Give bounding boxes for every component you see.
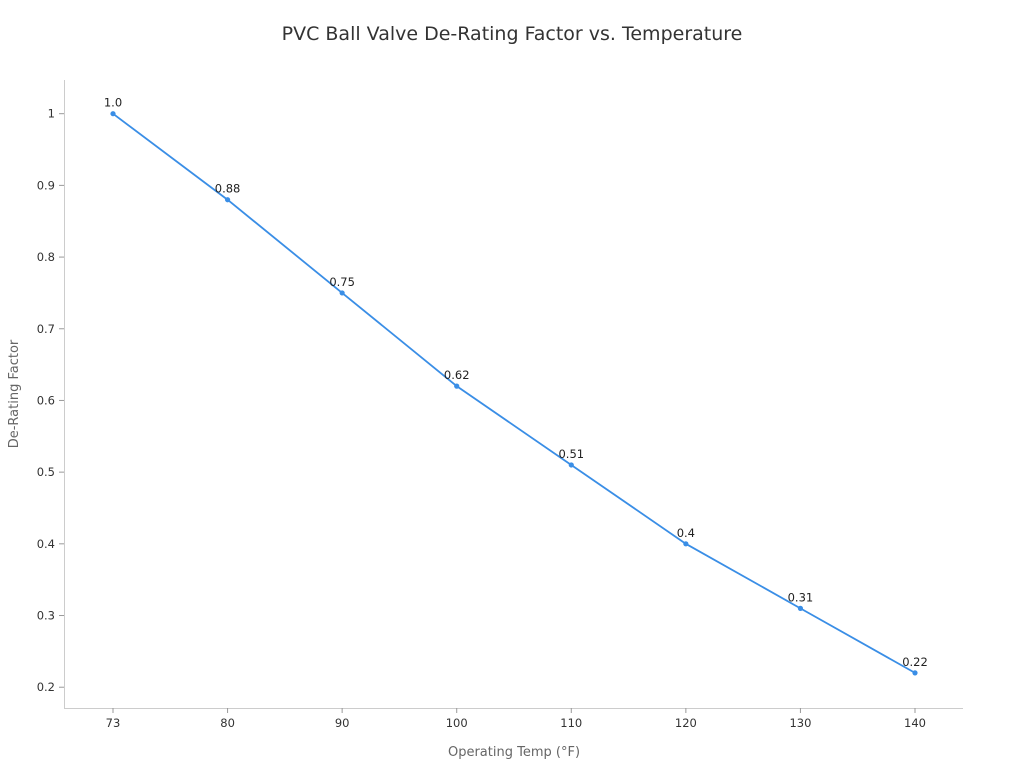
data-label: 0.31 (788, 590, 814, 604)
y-tick-label: 0.8 (37, 250, 55, 264)
data-point (683, 541, 689, 547)
y-tick-label: 1 (48, 107, 55, 121)
data-point (339, 290, 345, 296)
data-point (797, 605, 804, 611)
y-tick-label: 0.9 (37, 178, 55, 192)
series-line (112, 112, 916, 674)
chart-title: PVC Ball Valve De-Rating Factor vs. Temp… (282, 23, 743, 45)
x-tick-label: 110 (560, 716, 582, 730)
data-label: 0.4 (677, 526, 695, 540)
y-tick-label: 0.4 (37, 537, 55, 551)
y-tick-label: 0.5 (37, 465, 55, 479)
data-point (454, 383, 460, 389)
data-point (110, 111, 116, 117)
x-tick-label: 80 (220, 716, 235, 730)
x-tick-label: 100 (446, 716, 468, 730)
data-point (568, 462, 574, 468)
x-tick-label: 73 (106, 716, 121, 730)
y-tick-label: 0.3 (37, 609, 55, 623)
data-label: 0.51 (558, 447, 584, 461)
data-label: 1.0 (104, 96, 122, 110)
x-tick-label: 130 (789, 716, 811, 730)
y-tick-label: 0.7 (37, 322, 55, 336)
x-tick-label: 120 (675, 716, 697, 730)
y-tick-label: 0.2 (37, 680, 55, 694)
x-tick-label: 140 (904, 716, 926, 730)
y-tick-label: 0.6 (37, 393, 55, 407)
data-label: 0.22 (902, 655, 928, 669)
data-label: 0.62 (444, 368, 470, 382)
data-label: 0.75 (329, 275, 355, 289)
data-label: 0.88 (215, 182, 241, 196)
data-point (912, 670, 918, 676)
data-point (224, 197, 231, 203)
x-axis-label: Operating Temp (°F) (448, 745, 580, 760)
x-tick-label: 90 (335, 716, 350, 730)
y-axis-label: De-Rating Factor (7, 339, 22, 448)
